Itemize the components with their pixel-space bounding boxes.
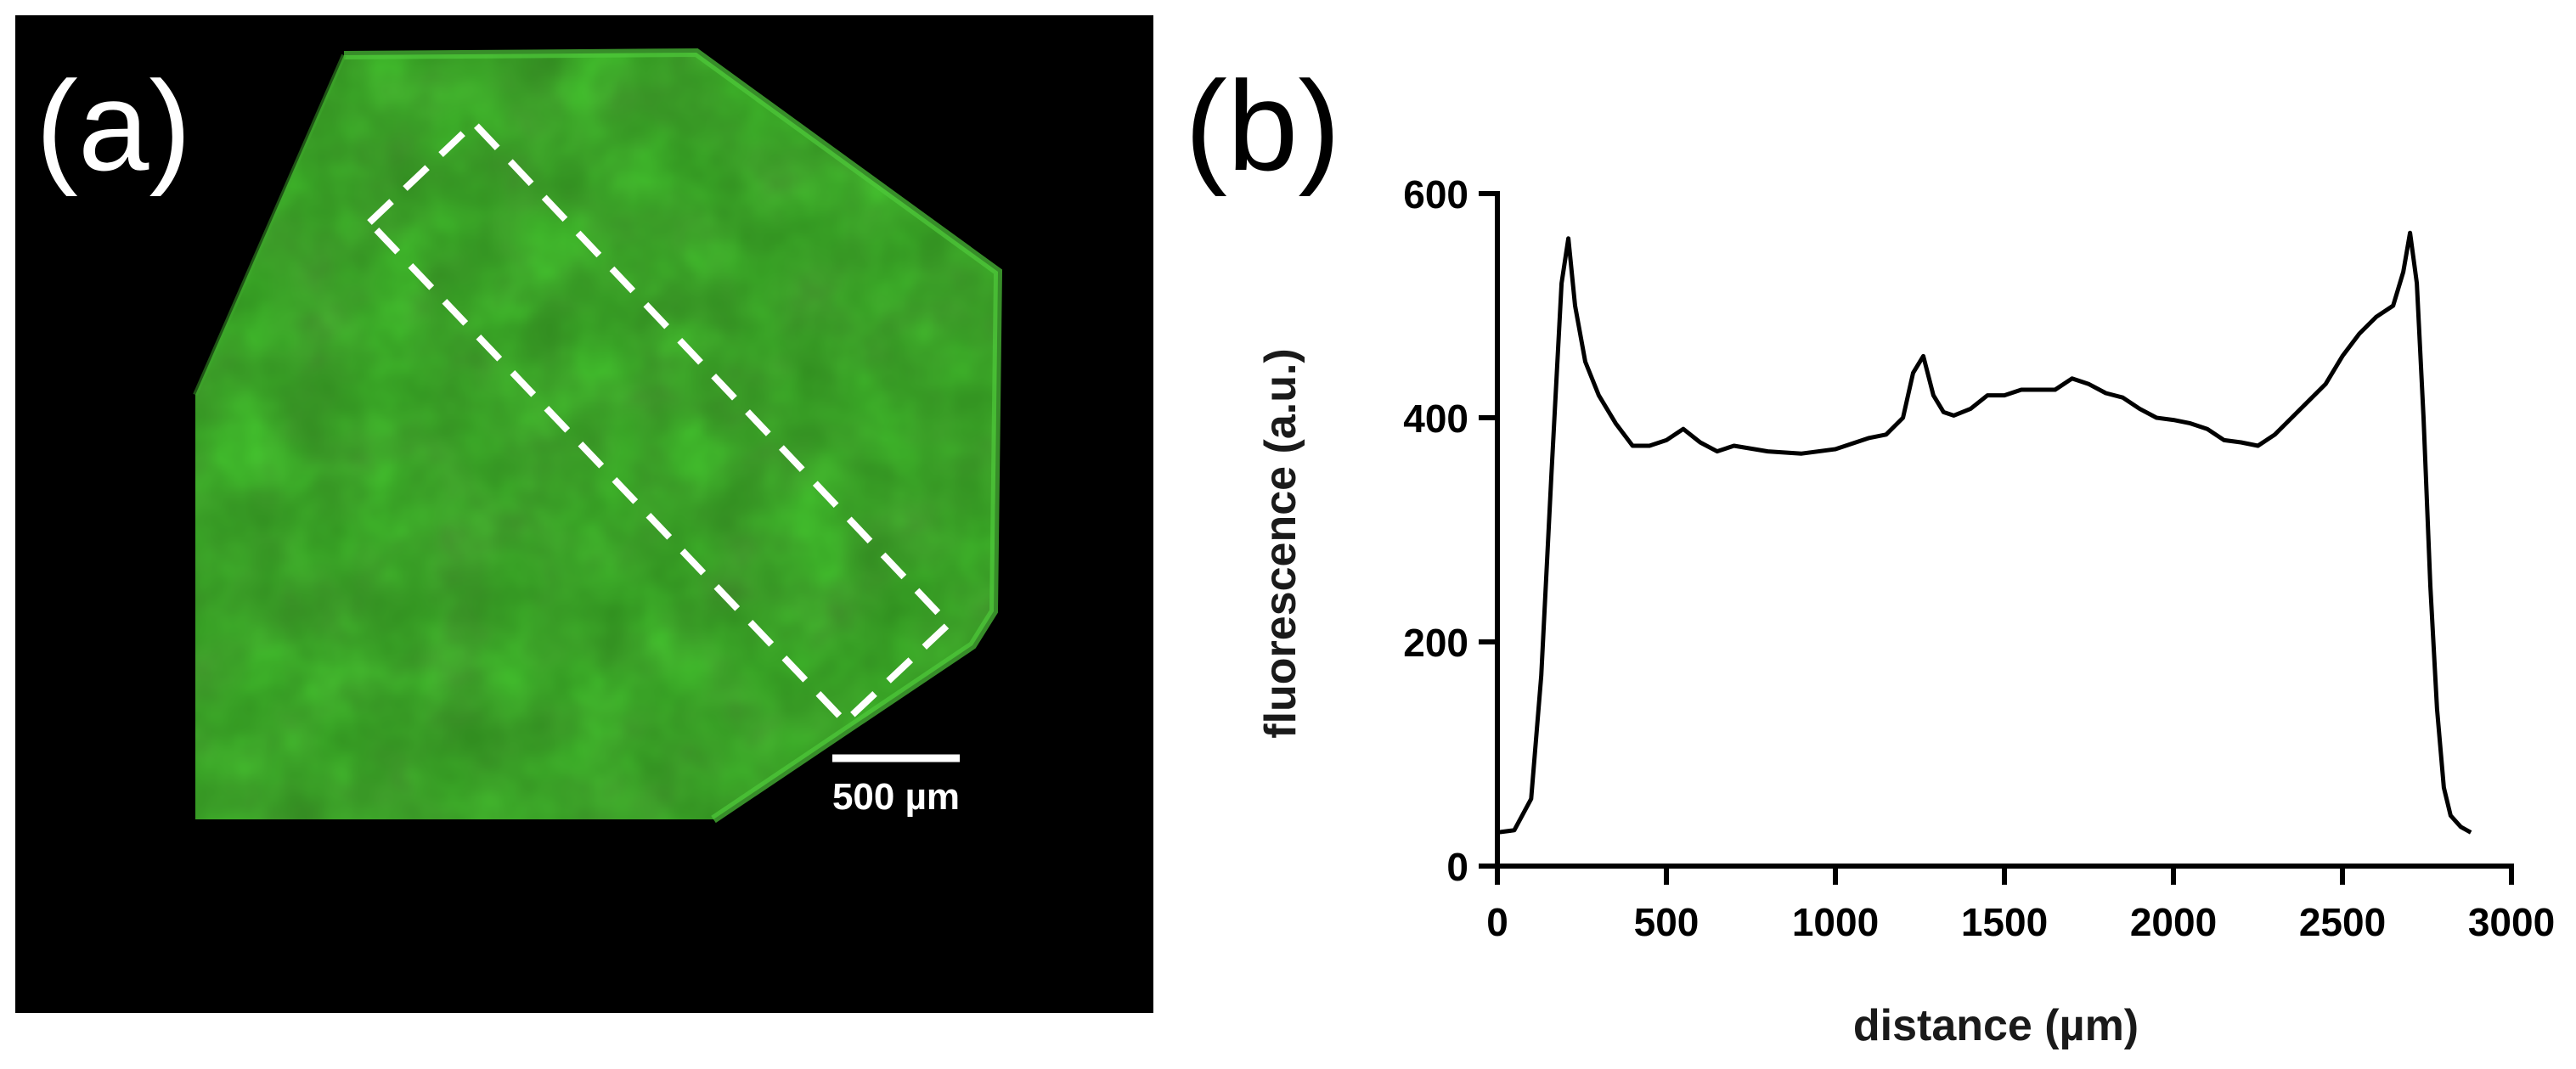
series-line [1497, 230, 2472, 835]
x-tick-label: 0 [1486, 900, 1508, 944]
x-tick-label: 1000 [1792, 900, 1879, 944]
y-axis-title: fluorescence (a.u.) [1256, 348, 1305, 738]
y-axis-ticks: 0 200 400 600 [1403, 172, 1497, 889]
y-tick-label: 600 [1403, 172, 1468, 217]
plot-series [1497, 230, 2472, 835]
x-axis-title: distance (µm) [1853, 1001, 2139, 1050]
panel-a-label: (a) [36, 54, 191, 197]
x-tick-label: 2500 [2299, 900, 2386, 944]
x-tick-label: 1500 [1961, 900, 2048, 944]
roi-dashed-outline [364, 118, 954, 727]
scale-bar-label: 500 µm [832, 776, 960, 818]
panel-a: 500 µm (a) [15, 15, 1153, 1013]
tissue-texture [195, 53, 998, 819]
x-tick-label: 2000 [2130, 900, 2217, 944]
x-tick-label: 500 [1634, 900, 1699, 944]
tissue-section [193, 48, 1003, 824]
y-tick-label: 200 [1403, 621, 1468, 665]
panel-b: (b) 0 500 1000 1500 2000 2500 3000 0 200 400 600 … [1185, 54, 2555, 1050]
x-axis-ticks: 0 500 1000 1500 2000 2500 3000 [1486, 866, 2555, 944]
roi-rectangle [364, 118, 954, 727]
y-tick-label: 0 [1446, 845, 1468, 889]
tissue-bright-rim [343, 48, 1003, 824]
panel-b-label: (b) [1185, 54, 1340, 197]
tissue-left-rim [193, 53, 347, 397]
fluorescence-chart: 0 500 1000 1500 2000 2500 3000 0 200 400 600 dist… [1256, 172, 2555, 1050]
scale-bar: 500 µm [832, 754, 960, 818]
y-tick-label: 400 [1403, 397, 1468, 441]
x-tick-label: 3000 [2468, 900, 2555, 944]
